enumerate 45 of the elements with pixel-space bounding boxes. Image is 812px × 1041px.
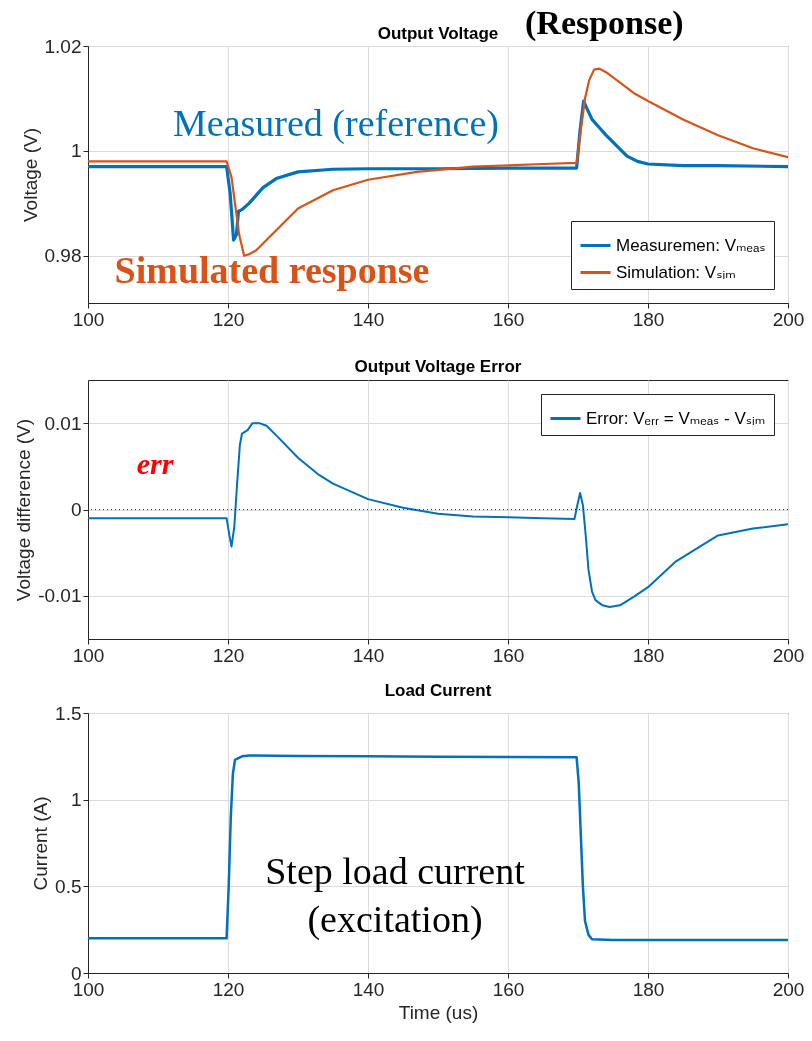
legend-label: Measuremen: Vₘₑₐₛ <box>616 235 766 255</box>
y-tick-label: 0.01 <box>44 412 82 434</box>
y-tick-label: 0.98 <box>44 245 82 267</box>
line-series <box>88 67 788 257</box>
y-tick-label: 0 <box>70 962 82 984</box>
y-tick-label: 0.5 <box>55 875 82 897</box>
annotation: err <box>136 447 174 480</box>
y-tick-label: 1 <box>70 140 82 162</box>
y-tick-label: 1 <box>70 789 82 811</box>
chart-title: Output Voltage <box>377 24 499 43</box>
legend-label: Simulation: Vₛᵢₘ <box>616 262 736 282</box>
text: (Response) <box>525 4 684 42</box>
y-tick-label: 0 <box>70 499 82 520</box>
x-tick-label: 140 <box>352 308 385 330</box>
y-tick-label: -0.01 <box>38 585 82 607</box>
x-tick-label: 200 <box>772 978 805 1000</box>
x-tick-label: 100 <box>72 644 105 666</box>
chart-title: Output Voltage Error <box>354 357 522 376</box>
y-axis-title: Voltage (V) <box>19 128 41 222</box>
x-axis-title: Time (us) <box>398 1001 479 1023</box>
x-tick-label: 140 <box>352 978 385 1000</box>
y-axis-title: Current (A) <box>30 796 52 891</box>
x-tick-label: 160 <box>492 644 525 666</box>
x-tick-label: 120 <box>212 644 245 666</box>
annotation: Simulated response <box>114 249 430 291</box>
x-tick-label: 100 <box>72 308 105 330</box>
chart-title: Load Current <box>384 681 492 700</box>
x-tick-label: 120 <box>212 978 245 1000</box>
x-tick-label: 160 <box>492 308 525 330</box>
x-tick-label: 180 <box>632 308 665 330</box>
x-tick-label: 180 <box>632 978 665 1000</box>
y-tick-label: 1.5 <box>55 702 82 724</box>
annotation: (excitation) <box>307 898 483 941</box>
x-tick-label: 120 <box>212 308 245 330</box>
x-tick-label: 160 <box>492 978 525 1000</box>
x-tick-label: 200 <box>772 308 805 330</box>
x-tick-label: 180 <box>632 644 665 666</box>
annotation: Step load current <box>265 850 526 892</box>
x-tick-label: 140 <box>352 644 385 666</box>
x-tick-label: 200 <box>772 644 805 666</box>
legend-label: Error: Vₑᵣᵣ = Vₘₑₐₛ - Vₛᵢₘ <box>586 408 766 428</box>
y-tick-label: 1.02 <box>44 35 82 57</box>
annotation: Measured (reference) <box>173 102 499 145</box>
y-axis-title: Voltage difference (V) <box>13 418 35 602</box>
line-series <box>88 754 788 942</box>
